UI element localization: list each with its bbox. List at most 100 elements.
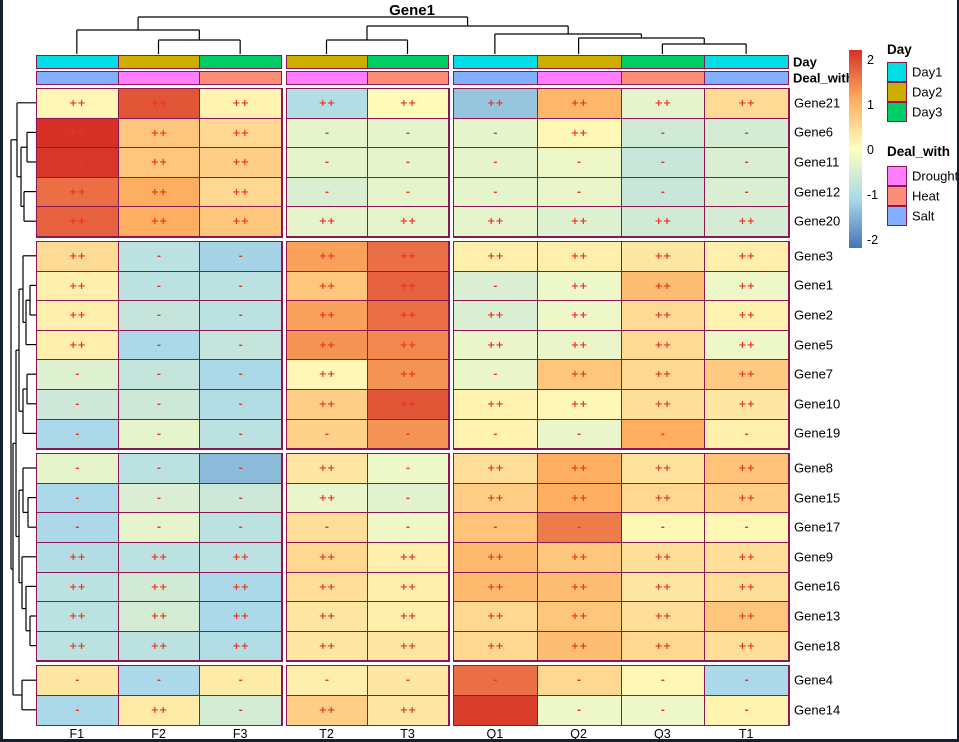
heatmap-cell: - [536,665,622,696]
row-label: Gene13 [794,608,841,624]
heatmap-cell: ++ [704,630,789,662]
heatmap-cell: ++ [453,542,538,573]
annotation-cell-day [536,55,622,69]
heatmap-cell: - [286,665,368,696]
heatmap-cell: - [199,300,282,331]
heatmap-cell: ++ [367,88,449,119]
annotation-cell-day [117,55,201,69]
heatmap-cell: ++ [704,571,789,603]
heatmap-cell: ++ [286,453,368,484]
heatmap-cell: ++ [36,147,119,178]
heatmap-cell: - [199,665,282,696]
heatmap-cell: - [286,418,368,450]
legend-dealwith-title: Deal_with [887,144,951,159]
heatmap-cell: ++ [704,482,789,514]
column-label: Q1 [486,727,504,741]
heatmap-cell: ++ [367,601,449,632]
heatmap-cell: - [367,453,449,484]
plot-title: Gene1 [389,2,435,19]
heatmap-cell: ++ [286,88,368,119]
row-label: Gene8 [794,460,834,476]
color-scale-tick: -1 [867,187,879,202]
heatmap-cell: - [453,176,538,208]
heatmap-cell: ++ [367,389,449,420]
heatmap-cell: ++ [36,630,119,662]
heatmap-cell: ++ [286,695,368,726]
legend-day-label: Day2 [912,84,943,100]
row-label: Gene16 [794,578,841,594]
heatmap-cell: ++ [704,206,789,237]
heatmap-cell: - [453,270,538,302]
heatmap-cell: ++ [367,359,449,390]
legend-day-swatch-day3 [887,102,907,122]
heatmap-cell: ++ [536,329,622,361]
heatmap-cell: ++ [453,88,538,119]
heatmap-cell: ++ [367,695,449,726]
heatmap-cell: - [199,482,282,514]
heatmap-cell: - [367,418,449,450]
annotation-cell-day [367,55,449,69]
heatmap-cell: - [286,512,368,543]
heatmap-cell: - [453,512,538,543]
column-label: Q2 [570,727,587,741]
heatmap-cell: - [117,453,201,484]
heatmap-cell: ++ [199,176,282,208]
heatmap-cell: ++ [286,270,368,302]
heatmap-cell: ++ [704,241,789,272]
heatmap-cell: ++ [704,359,789,390]
heatmap-cell: ++ [117,695,201,726]
heatmap-cell: ++ [453,695,538,726]
annotation-cell-deal_with [199,71,282,85]
heatmap-cell: ++ [453,329,538,361]
heatmap-cell: ++ [286,630,368,662]
color-scale-tick: 1 [867,98,874,113]
heatmap-cell: ++ [453,601,538,632]
heatmap-cell: ++ [704,270,789,302]
heatmap-cell: - [117,418,201,450]
heatmap-cell: ++ [453,300,538,331]
heatmap-cell: - [286,147,368,178]
heatmap-cell: ++ [620,300,706,331]
heatmap-cell: ++ [620,88,706,119]
legend-day-swatch-day1 [887,62,907,82]
heatmap-cell: ++ [536,241,622,272]
annotation-cell-deal_with [704,71,789,85]
row-label: Gene10 [794,396,841,412]
heatmap-cell: - [36,482,119,514]
annotation-cell-day [286,55,368,69]
heatmap-cell: ++ [199,88,282,119]
heatmap-cell: - [117,482,201,514]
heatmap-cell: ++ [117,601,201,632]
heatmap-cell: - [199,389,282,420]
heatmap-cell: - [620,665,706,696]
heatmap-cell: ++ [704,88,789,119]
heatmap-cell: - [286,176,368,208]
heatmap-cell: - [199,359,282,390]
heatmap-cell: - [117,389,201,420]
heatmap-cell: ++ [620,453,706,484]
heatmap-cell: - [367,176,449,208]
heatmap-cell: ++ [36,176,119,208]
heatmap-cell: - [704,176,789,208]
heatmap-cell: ++ [536,453,622,484]
column-label: F3 [232,727,248,741]
heatmap-cell: - [36,418,119,450]
heatmap-cell: - [199,512,282,543]
heatmap-cell: ++ [36,117,119,149]
heatmap-cell: - [453,665,538,696]
heatmap-cell: ++ [286,329,368,361]
heatmap-cell: ++ [286,601,368,632]
row-label: Gene7 [794,366,834,382]
heatmap-cell: - [117,665,201,696]
heatmap-cell: - [117,359,201,390]
heatmap-cell: ++ [453,206,538,237]
row-label: Gene9 [794,549,834,565]
heatmap-cell: ++ [536,359,622,390]
heatmap-cell: ++ [453,389,538,420]
heatmap-cell: ++ [117,147,201,178]
heatmap-cell: ++ [199,630,282,662]
row-label: Gene1 [794,277,834,293]
heatmap-cell: - [367,665,449,696]
row-label: Gene11 [794,154,840,170]
